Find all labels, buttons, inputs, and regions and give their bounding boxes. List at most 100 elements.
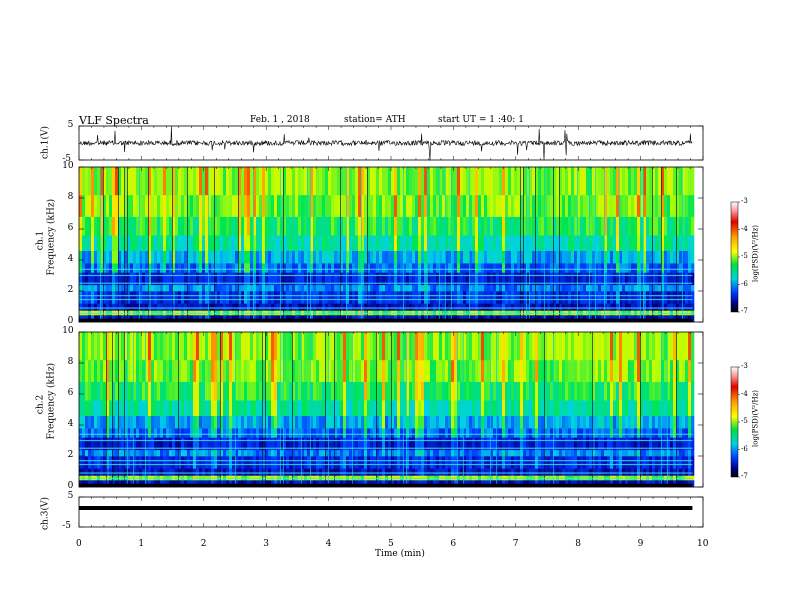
ch2-spectrogram-cell [214, 381, 218, 401]
ch2-spectrogram-cell [214, 475, 218, 481]
ch2-spectrogram-cell [136, 428, 140, 438]
ch2-spectrogram-cell [529, 449, 533, 457]
ch2-spectrogram-cell [490, 475, 494, 481]
ch1-spectrogram-cell [640, 291, 644, 304]
ch2-spectrogram-cell [613, 428, 617, 438]
ch1-spectrogram-cell [196, 216, 200, 236]
ch2-spectrogram-cell [127, 332, 131, 361]
ch1-spectrogram-cell [466, 284, 470, 292]
ch1-spectrogram-cell [637, 310, 641, 316]
ch1-spectrogram-cell [637, 291, 641, 304]
ch2-spectrogram-cell [184, 381, 188, 401]
ch1-spectrogram-cell [520, 291, 524, 304]
ch2-spectrogram-cell [310, 437, 314, 451]
ch2-spectrogram-cell [88, 468, 92, 476]
ch1-spectrogram-cell [196, 167, 200, 196]
ch2-spectrogram-cell [508, 475, 512, 481]
ch2-spectrogram-cell [106, 359, 110, 382]
ch1-spectrogram-cell [667, 250, 671, 264]
ch1-spectrogram-cell [253, 310, 257, 316]
ch1-spectrogram-cell [433, 194, 437, 217]
ch1-spectrogram-cell [331, 250, 335, 264]
ch1-spectrogram-cell [280, 310, 284, 316]
ch1-spectrogram-cell [580, 303, 584, 311]
ch1-spectrogram-cell [340, 303, 344, 311]
ch2-spectrogram-cell [283, 381, 287, 401]
ch1-spectrogram-cell [379, 272, 383, 286]
ch2-spectrogram-cell [505, 359, 509, 382]
ch1-spectrogram-cell [568, 310, 572, 316]
ch1-spectrogram-cell [520, 284, 524, 292]
ch2-spectrogram-cell [277, 437, 281, 451]
ch1-spectrogram-cell [268, 272, 272, 286]
ch1-spectrogram-cell [352, 235, 356, 251]
ch1-spectrogram-cell [259, 272, 263, 286]
ch2-spectrogram-cell [349, 400, 353, 416]
ch1-spectrogram-cell [355, 194, 359, 217]
ch1-spectrogram-cell [187, 284, 191, 292]
ch1-spectrogram-cell [454, 216, 458, 236]
ch1-spectrogram-cell [271, 263, 275, 273]
ch2-spectrogram-cell [406, 381, 410, 401]
ch2-spectrogram-cell [271, 381, 275, 401]
ch2-spectrogram-cell [556, 428, 560, 438]
ch1-spectrogram-cell [154, 167, 158, 196]
ch1-spectrogram-cell [241, 235, 245, 251]
ch2-spectrogram-cell [595, 400, 599, 416]
ch2-spectrogram-cell [214, 468, 218, 476]
ch1-spectrogram-cell [490, 216, 494, 236]
ch2-spectrogram-cell [88, 449, 92, 457]
ch1-spectrogram-cell [331, 284, 335, 292]
ch1-spectrogram-cell [403, 235, 407, 251]
ch2-spectrogram-cell [631, 381, 635, 401]
ch1-spectrogram-cell [277, 272, 281, 286]
ch1-spectrogram-cell [454, 284, 458, 292]
ch2-spectrogram-cell [229, 359, 233, 382]
ch1-spectrogram-cell [526, 216, 530, 236]
ch1-spectrogram-cell [355, 263, 359, 273]
ch2-spectrogram-cell [466, 428, 470, 438]
ch2-spectrogram-cell [241, 468, 245, 476]
ch1-spectrogram-cell [199, 272, 203, 286]
ch1-spectrogram-cell [145, 272, 149, 286]
ch1-spectrogram-cell [166, 284, 170, 292]
ch2-spectrogram-cell [580, 381, 584, 401]
ch1-spectrogram-cell [355, 167, 359, 196]
ch1-spectrogram-cell [469, 235, 473, 251]
ch1-spectrogram-cell [223, 272, 227, 286]
ch1-spectrogram-cell [409, 310, 413, 316]
ch2-spectrogram-cell [607, 381, 611, 401]
ch1-spectrogram-cell [166, 272, 170, 286]
ch1-spectrogram-cell [148, 194, 152, 217]
ch2-spectrogram-cell [214, 359, 218, 382]
ch1-spectrogram-cell [91, 167, 95, 196]
ch1-spectrogram-cell [340, 272, 344, 286]
ch2-spectrogram-cell [541, 400, 545, 416]
ch1-spectrogram-cell [127, 310, 131, 316]
ch2-spectrogram-cell [322, 332, 326, 361]
ch1-spectrogram-cell [523, 272, 527, 286]
ch2-spectrogram-cell [199, 456, 203, 469]
ch1-spectrogram-cell [574, 216, 578, 236]
ch2-spectrogram-cell [343, 449, 347, 457]
ch2-spectrogram-cell [379, 437, 383, 451]
ch1-spectrogram-cell [553, 194, 557, 217]
ch1-spectrogram-cell [169, 194, 173, 217]
ch2-spectrogram-cell [232, 415, 236, 429]
ch2-spectrogram-cell [637, 437, 641, 451]
ch2-spectrogram-cell [511, 415, 515, 429]
ch2-spectrogram-cell [304, 381, 308, 401]
ch1-spectrogram-cell [232, 272, 236, 286]
ch2-spectrogram-cell [253, 400, 257, 416]
ch2-spectrogram-cell [685, 381, 689, 401]
ch2-spectrogram-cell [334, 468, 338, 476]
ch1-spectrogram-cell [541, 235, 545, 251]
ch1-spectrogram-cell [211, 291, 215, 304]
ch1-spectrogram-cell [499, 235, 503, 251]
ch1-spectrogram-cell [148, 250, 152, 264]
ch2-spectrogram-cell [676, 359, 680, 382]
ch2-spectrogram-cell [412, 468, 416, 476]
ch2-spectrogram-cell [247, 332, 251, 361]
ch2-spectrogram-cell [637, 381, 641, 401]
ch2-spectrogram-cell [424, 456, 428, 469]
